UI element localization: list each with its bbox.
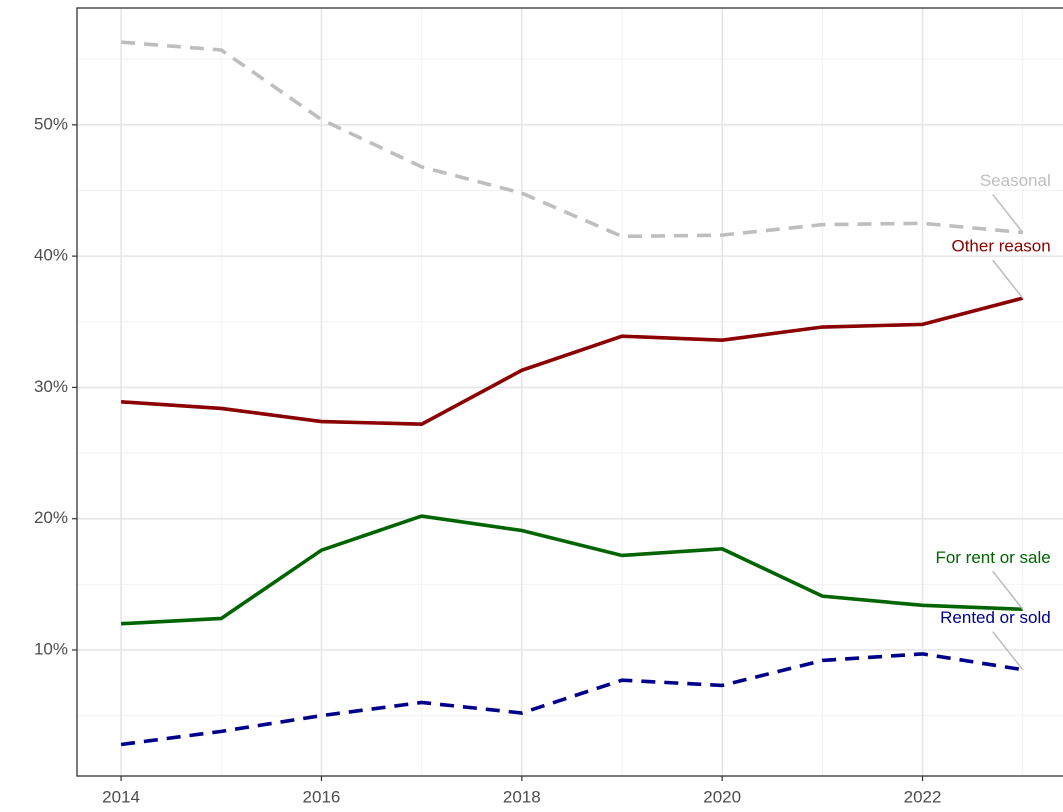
- panel-border: [76, 7, 1063, 777]
- label-leader: [992, 570, 1024, 610]
- label-leader: [992, 631, 1024, 671]
- y-tick-label: 40%: [34, 246, 68, 265]
- x-tick-label: 2014: [102, 787, 140, 806]
- x-tick-label: 2018: [503, 787, 541, 806]
- label-leader: [992, 194, 1024, 233]
- y-tick-label: 10%: [34, 639, 68, 658]
- lines: [120, 40, 1024, 747]
- series-line: [120, 296, 1024, 426]
- x-tick-label: 2020: [703, 787, 741, 806]
- series-label: Other reason: [951, 237, 1050, 256]
- series-line: [120, 652, 1024, 747]
- series-label: For rent or sale: [935, 548, 1050, 567]
- series-label: Seasonal: [980, 171, 1051, 190]
- series-line: [120, 514, 1023, 626]
- series-line: [120, 40, 1023, 239]
- y-tick-label: 20%: [34, 508, 68, 527]
- grid: [77, 8, 1063, 776]
- label-leader: [992, 259, 1024, 299]
- series-label: Rented or sold: [940, 608, 1051, 627]
- y-tick-label: 50%: [34, 114, 68, 133]
- y-tick-label: 30%: [34, 377, 68, 396]
- x-tick-label: 2016: [303, 787, 341, 806]
- panel: [77, 8, 1063, 776]
- x-tick-label: 2022: [904, 787, 942, 806]
